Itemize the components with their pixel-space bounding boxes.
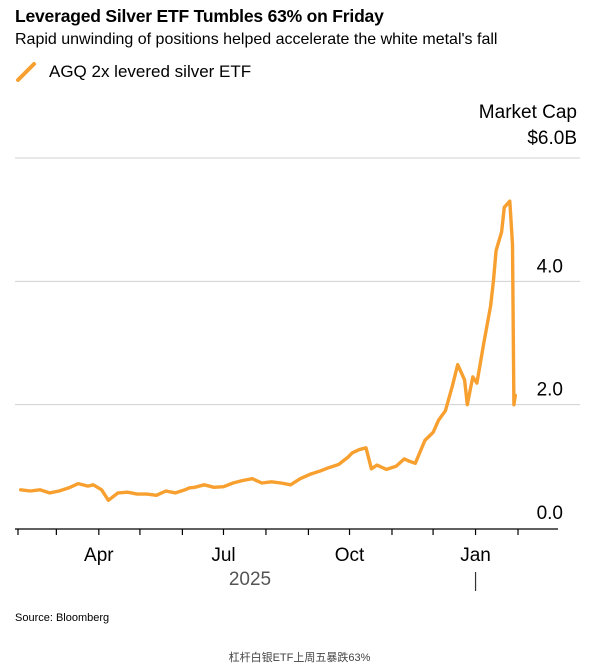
image-caption: 杠杆白银ETF上周五暴跌63% xyxy=(228,652,371,664)
y-tick-label: 0.0 xyxy=(537,503,563,524)
x-tick-label: Apr xyxy=(84,545,114,566)
x-tick-label: Jan xyxy=(460,545,491,566)
y-axis-title: Market Cap $6.0B xyxy=(479,100,577,152)
x-tick-label: Jul xyxy=(211,545,235,566)
source-note: Source: Bloomberg xyxy=(15,612,110,624)
y-axis-title-line1: Market Cap xyxy=(478,102,577,123)
x-tick-label: Oct xyxy=(335,545,365,566)
y-tick-label: 2.0 xyxy=(537,380,563,401)
legend-label: AGQ 2x levered silver ETF xyxy=(49,62,252,81)
y-tick-label: 4.0 xyxy=(537,256,563,277)
x-year-label: 2025 xyxy=(229,569,271,590)
chart-subtitle: Rapid unwinding of positions helped acce… xyxy=(15,31,498,48)
series-line xyxy=(19,199,517,502)
legend-swatch-icon xyxy=(16,62,36,82)
y-axis-title-line2: $6.0B xyxy=(527,128,577,149)
chart-title: Leveraged Silver ETF Tumbles 63% on Frid… xyxy=(15,6,384,26)
legend: AGQ 2x levered silver ETF xyxy=(15,60,251,84)
